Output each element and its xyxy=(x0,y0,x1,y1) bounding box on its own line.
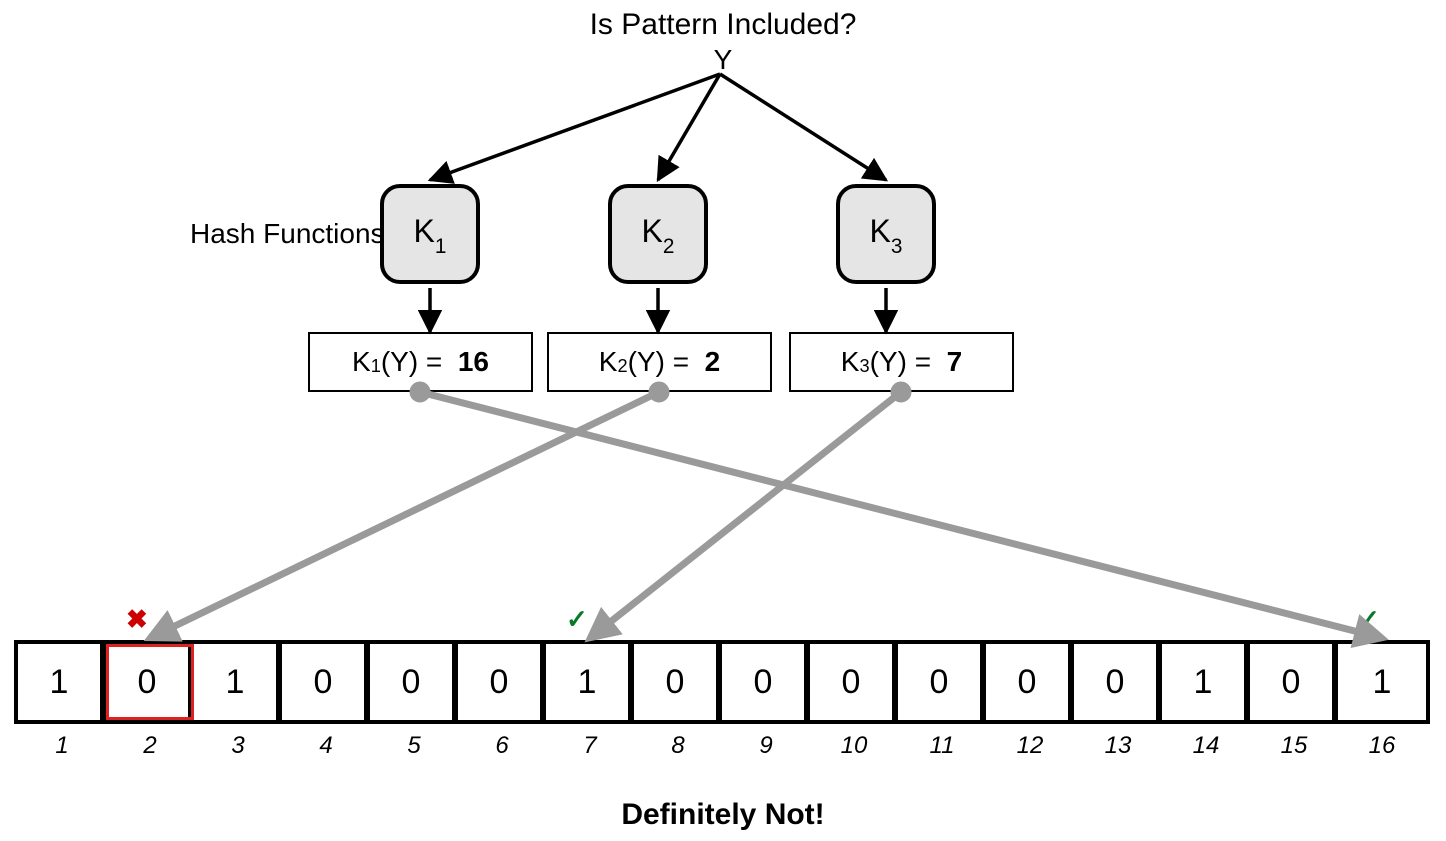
check-mark-idx-7: ✓ xyxy=(566,604,588,635)
hash-function-node-1: K1 xyxy=(380,184,480,284)
bit-cell-9: 0 xyxy=(722,644,810,720)
hash-function-node-label: K2 xyxy=(642,213,675,255)
bit-cell-10: 0 xyxy=(810,644,898,720)
bit-index-4: 4 xyxy=(282,732,370,760)
bit-cell-6: 0 xyxy=(458,644,546,720)
check-mark-idx-16: ✓ xyxy=(1358,604,1380,635)
bit-cell-7: 1 xyxy=(546,644,634,720)
bit-index-10: 10 xyxy=(810,732,898,760)
diagram-title: Is Pattern Included? xyxy=(0,8,1446,42)
bit-index-14: 14 xyxy=(1162,732,1250,760)
bit-index-11: 11 xyxy=(898,732,986,760)
bit-index-1: 1 xyxy=(18,732,106,760)
cross-mark-idx-2: ✖ xyxy=(126,604,148,635)
verdict-text: Definitely Not! xyxy=(0,798,1446,832)
bit-cell-1: 1 xyxy=(18,644,106,720)
bit-index-9: 9 xyxy=(722,732,810,760)
bit-cell-13: 0 xyxy=(1074,644,1162,720)
bit-cell-14: 1 xyxy=(1162,644,1250,720)
hash-function-node-label: K1 xyxy=(414,213,447,255)
bit-cell-5: 0 xyxy=(370,644,458,720)
hash-result-box-1: K 1(Y) = 16 xyxy=(308,332,533,392)
bit-index-5: 5 xyxy=(370,732,458,760)
bit-index-3: 3 xyxy=(194,732,282,760)
bit-index-2: 2 xyxy=(106,732,194,760)
bit-cell-4: 0 xyxy=(282,644,370,720)
bit-index-16: 16 xyxy=(1338,732,1426,760)
hash-functions-label: Hash Functions xyxy=(190,218,385,250)
bit-cell-8: 0 xyxy=(634,644,722,720)
bit-index-13: 13 xyxy=(1074,732,1162,760)
bit-index-15: 15 xyxy=(1250,732,1338,760)
bit-cell-12: 0 xyxy=(986,644,1074,720)
bit-index-8: 8 xyxy=(634,732,722,760)
bit-index-12: 12 xyxy=(986,732,1074,760)
bit-index-6: 6 xyxy=(458,732,546,760)
hash-function-node-2: K2 xyxy=(608,184,708,284)
bit-cell-2: 0 xyxy=(106,644,194,720)
hash-function-node-label: K3 xyxy=(870,213,903,255)
bit-cell-3: 1 xyxy=(194,644,282,720)
bit-index-7: 7 xyxy=(546,732,634,760)
hash-result-box-2: K 2(Y) = 2 xyxy=(547,332,772,392)
bit-array-indices: 12345678910111213141516 xyxy=(18,732,1426,760)
bit-array: 1010001000000101 xyxy=(14,640,1430,724)
bit-cell-11: 0 xyxy=(898,644,986,720)
bit-cell-15: 0 xyxy=(1250,644,1338,720)
hash-result-box-3: K 3(Y) = 7 xyxy=(789,332,1014,392)
query-symbol: Y xyxy=(0,44,1446,76)
bit-cell-16: 1 xyxy=(1338,644,1426,720)
hash-function-node-3: K3 xyxy=(836,184,936,284)
